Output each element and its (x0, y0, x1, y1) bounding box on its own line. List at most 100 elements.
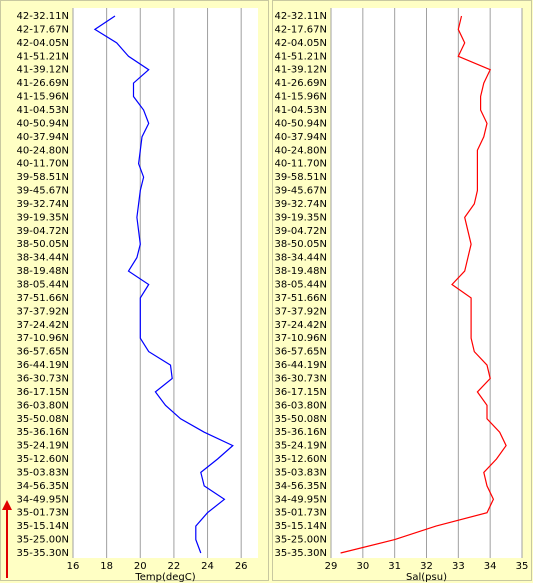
x-tick-label: 16 (67, 561, 80, 572)
x-tick-label: 26 (235, 561, 248, 572)
y-tick-label: 42-32.11N (17, 11, 69, 22)
y-tick-label: 39-45.67N (275, 186, 327, 197)
y-tick-label: 41-51.21N (275, 51, 327, 62)
y-tick-label: 36-30.73N (275, 373, 327, 384)
y-tick-label: 36-57.65N (275, 347, 327, 358)
y-tick-label: 41-39.12N (17, 65, 69, 76)
y-tick-label: 35-50.08N (275, 414, 327, 425)
y-tick-label: 37-37.92N (275, 306, 327, 317)
y-tick-label: 35-15.14N (17, 521, 69, 532)
y-tick-label: 35-50.08N (17, 414, 69, 425)
x-tick-label: 20 (134, 561, 147, 572)
y-tick-label: 35-36.16N (17, 427, 69, 438)
y-tick-label: 35-01.73N (17, 508, 69, 519)
y-tick-label: 41-04.53N (17, 105, 69, 116)
data-line (93, 15, 234, 554)
y-tick-label: 41-04.53N (275, 105, 327, 116)
x-axis-title: Sal(psu) (406, 572, 447, 583)
y-tick-label: 35-35.30N (17, 548, 69, 559)
x-tick-label: 31 (388, 561, 401, 572)
y-tick-label: 34-49.95N (17, 494, 69, 505)
y-tick-label: 38-19.48N (17, 266, 69, 277)
y-tick-label: 35-03.83N (275, 467, 327, 478)
y-tick-label: 36-44.19N (275, 360, 327, 371)
y-tick-label: 35-36.16N (275, 427, 327, 438)
y-tick-label: 39-32.74N (275, 199, 327, 210)
y-tick-label: 36-30.73N (17, 373, 69, 384)
y-tick-label: 35-12.60N (17, 454, 69, 465)
y-tick-label: 39-32.74N (17, 199, 69, 210)
y-tick-label: 36-03.80N (17, 400, 69, 411)
y-tick-label: 40-50.94N (17, 118, 69, 129)
y-tick-label: 41-51.21N (17, 51, 69, 62)
x-tick-label: 30 (356, 561, 369, 572)
y-tick-label: 38-19.48N (275, 266, 327, 277)
y-tick-label: 36-57.65N (17, 347, 69, 358)
plot-area (73, 8, 258, 558)
y-tick-label: 38-34.44N (275, 253, 327, 264)
y-tick-label: 40-11.70N (275, 159, 327, 170)
x-axis-title: Temp(degC) (134, 572, 195, 583)
x-tick-label: 34 (484, 561, 497, 572)
x-tick-label: 18 (100, 561, 113, 572)
y-tick-label: 37-10.96N (17, 333, 69, 344)
y-tick-label: 40-11.70N (17, 159, 69, 170)
y-tick-label: 35-12.60N (275, 454, 327, 465)
direction-arrow (2, 500, 12, 578)
y-tick-label: 36-17.15N (275, 387, 327, 398)
y-tick-label: 34-56.35N (17, 481, 69, 492)
y-tick-label: 40-37.94N (17, 132, 69, 143)
y-tick-label: 35-03.83N (17, 467, 69, 478)
y-tick-label: 42-17.67N (17, 24, 69, 35)
y-tick-label: 38-05.44N (17, 280, 69, 291)
y-tick-label: 39-19.35N (275, 212, 327, 223)
panel-frame (0, 0, 269, 581)
y-tick-label: 40-37.94N (275, 132, 327, 143)
y-tick-label: 39-58.51N (17, 172, 69, 183)
y-tick-label: 34-56.35N (275, 481, 327, 492)
y-tick-label: 41-26.69N (17, 78, 69, 89)
y-tick-label: 39-45.67N (17, 186, 69, 197)
y-tick-label: 38-05.44N (275, 280, 327, 291)
panel-frame (272, 0, 532, 581)
y-tick-label: 37-24.42N (17, 320, 69, 331)
y-tick-label: 37-24.42N (275, 320, 327, 331)
y-tick-label: 41-26.69N (275, 78, 327, 89)
x-tick-label: 33 (452, 561, 465, 572)
y-tick-label: 34-49.95N (275, 494, 327, 505)
y-tick-label: 41-39.12N (275, 65, 327, 76)
y-tick-label: 42-04.05N (17, 38, 69, 49)
y-tick-label: 41-15.96N (17, 92, 69, 103)
y-tick-label: 36-17.15N (17, 387, 69, 398)
y-tick-label: 39-04.72N (275, 226, 327, 237)
y-tick-label: 38-50.05N (17, 239, 69, 250)
y-tick-label: 38-34.44N (17, 253, 69, 264)
y-tick-label: 37-51.66N (275, 293, 327, 304)
x-tick-label: 32 (420, 561, 433, 572)
y-tick-label: 40-50.94N (275, 118, 327, 129)
y-tick-label: 35-24.19N (275, 441, 327, 452)
y-tick-label: 42-04.05N (275, 38, 327, 49)
x-tick-label: 29 (325, 561, 338, 572)
x-tick-label: 22 (168, 561, 181, 572)
y-tick-label: 37-37.92N (17, 306, 69, 317)
y-tick-label: 39-04.72N (17, 226, 69, 237)
y-tick-label: 39-58.51N (275, 172, 327, 183)
x-tick-label: 35 (516, 561, 529, 572)
y-tick-label: 39-19.35N (17, 212, 69, 223)
y-tick-label: 36-03.80N (275, 400, 327, 411)
y-tick-label: 38-50.05N (275, 239, 327, 250)
y-tick-label: 35-35.30N (275, 548, 327, 559)
x-tick-label: 24 (201, 561, 214, 572)
y-tick-label: 35-24.19N (17, 441, 69, 452)
y-tick-label: 40-24.80N (275, 145, 327, 156)
y-tick-label: 35-01.73N (275, 508, 327, 519)
y-tick-label: 35-25.00N (275, 535, 327, 546)
y-tick-label: 42-32.11N (275, 11, 327, 22)
data-line (340, 15, 507, 554)
y-tick-label: 37-51.66N (17, 293, 69, 304)
y-tick-label: 35-25.00N (17, 535, 69, 546)
y-tick-label: 35-15.14N (275, 521, 327, 532)
y-tick-label: 41-15.96N (275, 92, 327, 103)
